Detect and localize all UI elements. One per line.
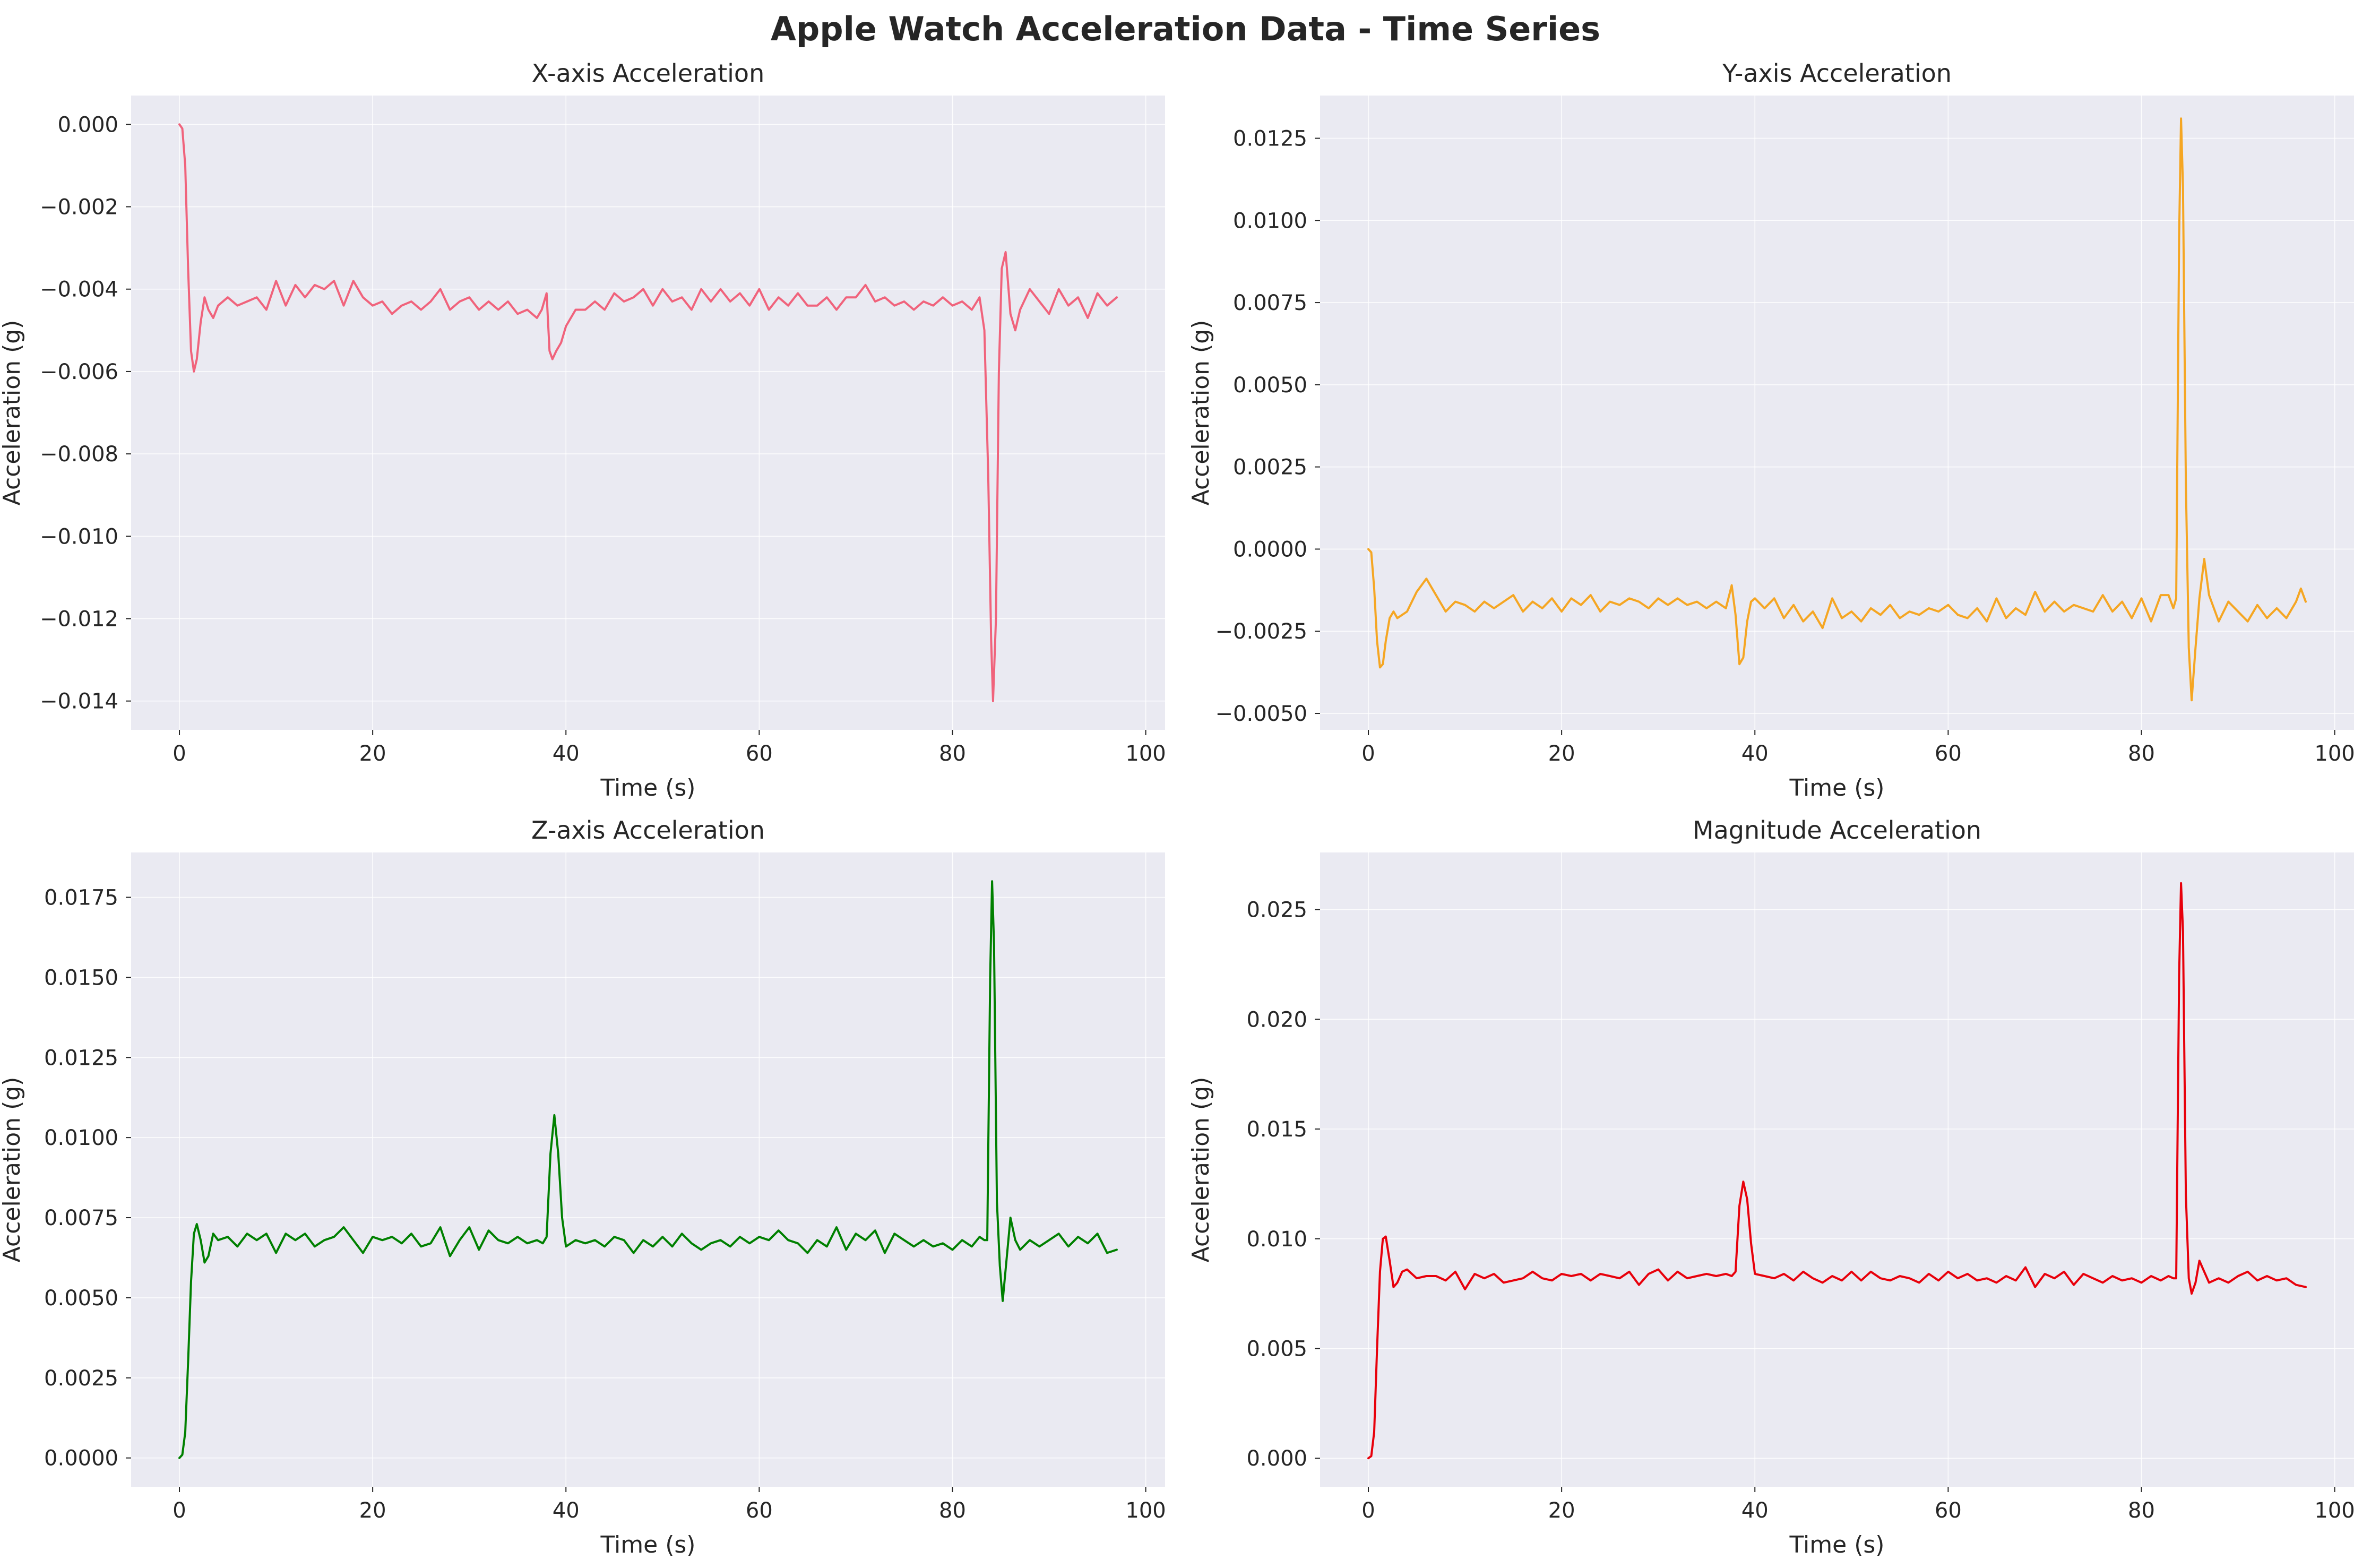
y-axis-y-tick-label: −0.0025 [1215, 619, 1307, 644]
x-axis-y-tick-label: −0.012 [40, 607, 118, 631]
x-axis-plot-title: X-axis Acceleration [532, 59, 764, 88]
z-axis-y-tick-label: 0.0050 [44, 1286, 118, 1311]
y-axis-x-tick-label: 40 [1741, 742, 1769, 766]
magnitude-y-tick-label: 0.005 [1246, 1337, 1307, 1361]
x-axis-x-axis-label: Time (s) [600, 774, 696, 802]
y-axis-plot-title: Y-axis Acceleration [1722, 59, 1952, 88]
magnitude-series-line [1367, 882, 2307, 1460]
y-axis-y-tick-label: 0.0100 [1233, 209, 1307, 233]
x-axis-series-line [178, 123, 1118, 702]
y-axis-y-tick-label: 0.0075 [1233, 291, 1307, 315]
y-axis-y-tick-label: 0.0125 [1233, 126, 1307, 151]
z-axis-y-tick-label: 0.0175 [44, 885, 118, 910]
y-axis-x-tick-label: 100 [2314, 742, 2355, 766]
magnitude-y-axis-label: Acceleration (g) [1187, 1077, 1214, 1263]
z-axis-x-tick-label: 60 [746, 1498, 773, 1523]
magnitude-x-axis-label: Time (s) [1789, 1531, 1885, 1558]
magnitude-plot-title: Magnitude Acceleration [1693, 816, 1981, 845]
y-axis-x-axis-label: Time (s) [1789, 774, 1885, 802]
x-axis-y-tick-label: 0.000 [57, 113, 118, 137]
x-axis-subplot: 0 20 40 60 80 100 0.000 −0.002 −0.004 −0.006 −0.00… [0, 59, 1166, 802]
z-axis-plot-area [131, 852, 1165, 1487]
z-axis-x-tick-label: 80 [939, 1498, 966, 1523]
x-axis-y-tick-label: −0.008 [40, 442, 118, 467]
magnitude-subplot: 0 20 40 60 80 100 0.000 0.005 0.010 0.015 0.020 0.0… [1187, 816, 2355, 1558]
z-axis-y-axis-label: Acceleration (g) [0, 1077, 25, 1263]
y-axis-x-tick-label: 80 [2128, 742, 2155, 766]
z-axis-x-axis-label: Time (s) [600, 1531, 696, 1558]
z-axis-x-tick-label: 20 [359, 1498, 386, 1523]
z-axis-y-tick-label: 0.0075 [44, 1206, 118, 1230]
z-axis-y-tick-label: 0.0025 [44, 1366, 118, 1391]
y-axis-x-tick-label: 60 [1935, 742, 1962, 766]
x-axis-y-tick-label: −0.014 [40, 690, 118, 714]
magnitude-x-tick-label: 20 [1548, 1498, 1575, 1523]
z-axis-y-tick-label: 0.0150 [44, 966, 118, 990]
x-axis-x-tick-label: 0 [173, 742, 186, 766]
x-axis-y-axis-label: Acceleration (g) [0, 320, 25, 506]
x-axis-x-tick-label: 20 [359, 742, 386, 766]
z-axis-plot-title: Z-axis Acceleration [531, 816, 765, 845]
y-axis-y-tick-label: 0.0050 [1233, 373, 1307, 398]
y-axis-y-axis-label: Acceleration (g) [1187, 320, 1214, 506]
z-axis-x-tick-label: 40 [553, 1498, 580, 1523]
y-axis-y-tick-label: 0.0025 [1233, 455, 1307, 480]
z-axis-series-line [178, 880, 1118, 1459]
x-axis-x-tick-label: 40 [553, 742, 580, 766]
y-axis-y-tick-label: −0.0050 [1215, 702, 1307, 726]
z-axis-y-tick-label: 0.0125 [44, 1046, 118, 1070]
z-axis-subplot: 0 20 40 60 80 100 0.0000 0.0025 0.0050 0.0075 0.01… [0, 816, 1166, 1558]
x-axis-x-tick-label: 80 [939, 742, 966, 766]
magnitude-x-tick-label: 60 [1935, 1498, 1962, 1523]
magnitude-y-tick-label: 0.020 [1246, 1007, 1307, 1032]
y-axis-plot-area [1320, 96, 2354, 730]
x-axis-y-tick-label: −0.010 [40, 524, 118, 549]
y-axis-series-line [1367, 117, 2307, 702]
z-axis-x-tick-label: 100 [1125, 1498, 1166, 1523]
magnitude-y-tick-label: 0.025 [1246, 898, 1307, 923]
y-axis-x-tick-label: 20 [1548, 742, 1575, 766]
magnitude-x-tick-label: 80 [2128, 1498, 2155, 1523]
y-axis-x-tick-label: 0 [1361, 742, 1375, 766]
y-axis-y-tick-label: 0.0000 [1233, 537, 1307, 562]
z-axis-y-tick-label: 0.0000 [44, 1446, 118, 1471]
magnitude-y-tick-label: 0.015 [1246, 1117, 1307, 1142]
magnitude-x-tick-label: 40 [1741, 1498, 1769, 1523]
x-axis-y-tick-label: −0.002 [40, 195, 118, 220]
magnitude-plot-area [1320, 852, 2354, 1487]
z-axis-x-tick-label: 0 [173, 1498, 186, 1523]
x-axis-plot-area [131, 96, 1165, 730]
magnitude-x-tick-label: 0 [1361, 1498, 1375, 1523]
magnitude-y-tick-label: 0.000 [1246, 1446, 1307, 1471]
x-axis-x-tick-label: 100 [1125, 742, 1166, 766]
figure-title: Apple Watch Acceleration Data - Time Ser… [770, 10, 1601, 48]
magnitude-x-tick-label: 100 [2314, 1498, 2355, 1523]
magnitude-y-tick-label: 0.010 [1246, 1227, 1307, 1252]
x-axis-x-tick-label: 60 [746, 742, 773, 766]
z-axis-y-tick-label: 0.0100 [44, 1126, 118, 1150]
x-axis-y-tick-label: −0.006 [40, 360, 118, 384]
y-axis-subplot: 0 20 40 60 80 100 −0.0050 −0.0025 0.0000 0.0025 0.… [1187, 59, 2355, 802]
x-axis-y-tick-label: −0.004 [40, 278, 118, 302]
